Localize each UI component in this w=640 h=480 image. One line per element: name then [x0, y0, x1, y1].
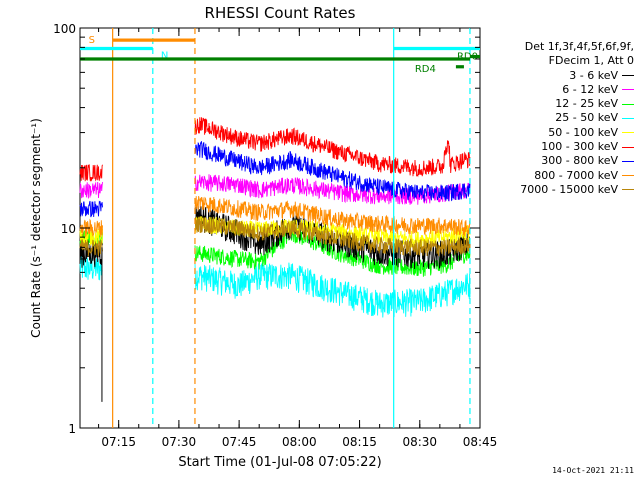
series-line-100-300kev-seg1: [194, 117, 471, 178]
x-tick-label-2: 07:45: [222, 435, 257, 449]
legend-label: 800 - 7000 keV: [534, 168, 618, 182]
legend-item-6: 300 - 800 keV: [484, 154, 634, 168]
legend-label: 300 - 800 keV: [541, 154, 618, 168]
flag-label-rd0: RD0: [457, 52, 478, 63]
x-tick-label-3: 08:00: [282, 435, 317, 449]
y-tick-label-2: 100: [53, 22, 76, 36]
legend-swatch: [622, 160, 634, 162]
series-line-300-800kev-seg1: [194, 141, 471, 202]
x-tick-label-6: 08:45: [463, 435, 498, 449]
flag-label-rd4: RD4: [415, 64, 436, 75]
x-tick-label-0: 07:15: [101, 435, 136, 449]
series-line-6-12kev-seg0: [79, 181, 103, 199]
flag-label-s: S: [89, 35, 95, 46]
x-tick-label-5: 08:30: [402, 435, 437, 449]
series-line-100-300kev-seg0: [79, 164, 103, 182]
legend-swatch: [622, 146, 634, 148]
legend-label: 25 - 50 keV: [555, 111, 618, 125]
legend-swatch: [622, 103, 634, 105]
legend-item-0: 3 - 6 keV: [484, 69, 634, 83]
legend-label: 100 - 300 keV: [541, 140, 618, 154]
legend-item-7: 800 - 7000 keV: [484, 169, 634, 183]
axis-layer: 07:15 07:30 07:45 08:00 08:15 08:30 08:45 1 10 10…: [53, 22, 497, 449]
legend-swatch: [622, 132, 634, 134]
legend-swatch: [622, 175, 634, 177]
legend-swatch: [622, 89, 634, 91]
flag-label-n: N: [161, 50, 168, 61]
legend-label: 50 - 100 keV: [548, 125, 618, 139]
legend-item-1: 6 - 12 keV: [484, 83, 634, 97]
legend-swatch: [622, 189, 634, 191]
legend-swatch: [622, 75, 634, 77]
x-axis-label: Start Time (01-Jul-08 07:05:22): [178, 455, 381, 470]
legend-item-4: 50 - 100 keV: [484, 126, 634, 140]
legend-item-3: 25 - 50 keV: [484, 111, 634, 125]
legend: Det 1f,3f,4f,5f,6f,9f, FDecim 1, Att 0 3…: [484, 40, 634, 197]
legend-label: 3 - 6 keV: [569, 68, 618, 82]
legend-rows: 3 - 6 keV 6 - 12 keV 12 - 25 keV 25 - 50 ke…: [484, 69, 634, 198]
x-tick-label-4: 08:15: [342, 435, 377, 449]
series-line-7000-15000kev-seg1: [194, 216, 471, 257]
legend-swatch: [622, 117, 634, 119]
marks-layer: S N RD0 RD4: [79, 28, 480, 428]
legend-label: 12 - 25 keV: [555, 97, 618, 111]
legend-item-5: 100 - 300 keV: [484, 140, 634, 154]
legend-header-line-1: Det 1f,3f,4f,5f,6f,9f,: [524, 40, 634, 53]
series-line-300-800kev-seg0: [79, 200, 103, 218]
legend-label: 7000 - 15000 keV: [520, 182, 618, 196]
timestamp: 14-Oct-2021 21:11: [552, 466, 634, 475]
series-line-800-7000kev-seg1: [194, 196, 471, 237]
series-line-25-50kev-seg1: [194, 262, 471, 318]
legend-label: 6 - 12 keV: [562, 82, 618, 96]
chart-title: RHESSI Count Rates: [205, 4, 356, 22]
y-axis-label: Count Rate (s⁻¹ detector segment⁻¹): [29, 118, 43, 338]
legend-item-2: 12 - 25 keV: [484, 97, 634, 111]
legend-header-line-2: FDecim 1, Att 0: [548, 54, 634, 68]
x-tick-label-1: 07:30: [162, 435, 197, 449]
series-line-50-100kev-seg0: [79, 228, 103, 247]
y-tick-label-1: 10: [61, 222, 76, 236]
series-line-12-25kev-seg1: [194, 226, 471, 277]
y-tick-label-0: 1: [68, 422, 76, 436]
legend-item-8: 7000 - 15000 keV: [484, 183, 634, 197]
